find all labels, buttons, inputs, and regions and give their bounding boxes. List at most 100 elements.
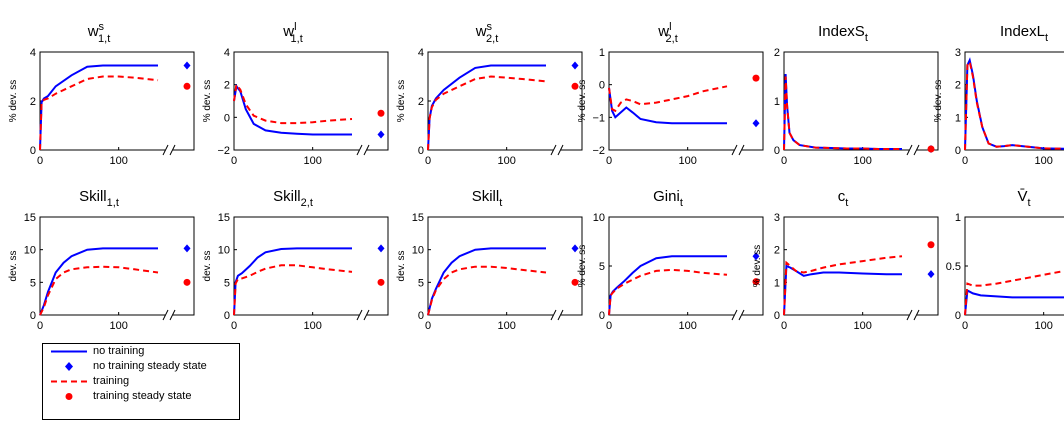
y-tick-label: 3 — [955, 47, 961, 59]
y-tick-label: 0 — [599, 310, 605, 322]
steady-state-training-marker — [377, 109, 385, 117]
series-no-training-line — [964, 57, 1064, 151]
y-axis-label: % dev. ss — [202, 80, 213, 123]
y-tick-label: 4 — [418, 47, 424, 59]
legend-entry-no-training-steady-state: no training steady state — [43, 359, 239, 374]
y-tick-label: 2 — [418, 96, 424, 108]
x-tick-label: 0 — [231, 155, 237, 167]
subplot-title: V̄t — [1017, 188, 1030, 209]
axis-break-mark — [731, 309, 738, 321]
steady-state-no-training-marker — [571, 61, 579, 70]
axis-break-mark — [557, 309, 564, 321]
series-training-line — [427, 265, 547, 316]
steady-state-no-training-marker — [183, 61, 191, 70]
legend-diamond-marker-icon — [65, 362, 73, 371]
axis-break-gap — [909, 146, 917, 154]
axis-break-mark — [557, 144, 564, 156]
x-tick-label: 100 — [109, 320, 127, 332]
subplot-title: wl 1,t — [282, 21, 303, 45]
subplot-title: ws 2,t — [475, 21, 499, 45]
subplot-title: Ginit — [653, 188, 683, 209]
series-training-line — [233, 82, 353, 125]
axis-break-gap — [734, 146, 742, 154]
legend-label: training steady state — [93, 390, 192, 402]
x-tick-label: 100 — [853, 155, 871, 167]
axis-break-mark — [363, 144, 370, 156]
series-training-line — [783, 76, 902, 151]
y-axis-label: % dev. ss — [752, 245, 763, 288]
subplot-1: ws 1,t % dev. ss 0 2 4 0 100 — [8, 21, 195, 167]
series-no-training-line — [608, 87, 727, 125]
axis-break-mark — [738, 309, 745, 321]
y-tick-label: 5 — [599, 261, 605, 273]
x-tick-label: 0 — [231, 320, 237, 332]
subplot-11: ct % dev. ss 0 1 2 3 0 100 — [752, 188, 939, 332]
y-tick-label: 10 — [218, 245, 230, 257]
y-axis-label: % dev. ss — [933, 80, 944, 123]
subplot-title: IndexLt — [1000, 23, 1048, 44]
subplot-title: IndexSt — [818, 23, 868, 44]
legend-label: no training steady state — [93, 360, 207, 372]
series-training-line — [233, 264, 353, 316]
axis-break-mark — [169, 309, 176, 321]
legend-entry-training: training — [43, 374, 239, 389]
axes-frame — [964, 51, 1064, 151]
axis-break-gap — [553, 311, 561, 319]
y-tick-label: 0 — [418, 145, 424, 157]
series-training-line — [783, 255, 903, 316]
steady-state-training-marker — [927, 145, 935, 153]
legend: no training no training steady state tra… — [42, 343, 240, 420]
y-tick-label: 5 — [30, 277, 36, 289]
axes-frame — [608, 216, 764, 316]
steady-state-no-training-marker — [183, 244, 191, 253]
y-tick-label: 2 — [224, 80, 230, 92]
y-tick-label: 1 — [599, 47, 605, 59]
series-no-training-line — [964, 288, 1064, 316]
steady-state-training-marker — [752, 278, 760, 286]
x-tick-label: 0 — [962, 320, 968, 332]
y-axis-label: dev. ss — [8, 251, 19, 282]
steady-state-training-marker — [183, 82, 191, 90]
axis-break-mark — [356, 144, 363, 156]
axes-frame — [427, 216, 583, 316]
series-no-training-line — [783, 73, 902, 151]
y-axis-label: dev. ss — [202, 251, 213, 282]
axes-frame — [39, 216, 195, 316]
axis-break-gap — [359, 311, 367, 319]
legend-solid-line-icon — [51, 350, 87, 353]
y-tick-label: 1 — [774, 277, 780, 289]
subplot-title: ct — [838, 188, 849, 209]
x-tick-label: 100 — [497, 155, 515, 167]
subplot-8: Skill2,t dev. ss 0 5 10 15 0 100 — [202, 188, 389, 332]
series-no-training-line — [608, 255, 727, 316]
steady-state-training-marker — [752, 74, 760, 82]
subplot-4: wl 2,t % dev. ss −2 −1 0 1 0 100 — [577, 21, 764, 167]
series-no-training-line — [233, 247, 352, 316]
series-training-line — [964, 270, 1064, 316]
y-tick-label: 2 — [774, 245, 780, 257]
y-tick-label: 10 — [24, 245, 36, 257]
y-tick-label: 0 — [30, 310, 36, 322]
axes-frame — [608, 51, 764, 151]
series-no-training-line — [233, 83, 352, 136]
y-tick-label: 1 — [955, 112, 961, 124]
axis-break-mark — [162, 309, 169, 321]
x-tick-label: 0 — [781, 320, 787, 332]
steady-state-no-training-marker — [752, 252, 760, 261]
y-tick-label: −2 — [592, 145, 605, 157]
legend-label: no training — [93, 345, 145, 357]
series-no-training-line — [427, 64, 546, 151]
legend-entry-training-steady-state: training steady state — [43, 389, 239, 404]
subplot-6: IndexLt % dev. ss 0 1 2 3 0 100 — [933, 23, 1064, 167]
subplot-title: Skill2,t — [273, 188, 313, 209]
x-tick-label: 100 — [678, 155, 696, 167]
steady-state-no-training-marker — [571, 244, 579, 253]
subplot-title: ws 1,t — [87, 21, 111, 45]
steady-state-training-marker — [183, 278, 191, 286]
legend-entry-no-training: no training — [43, 344, 239, 359]
y-tick-label: 10 — [412, 245, 424, 257]
y-tick-label: 5 — [418, 277, 424, 289]
subplot-title: Skillt — [472, 188, 503, 209]
